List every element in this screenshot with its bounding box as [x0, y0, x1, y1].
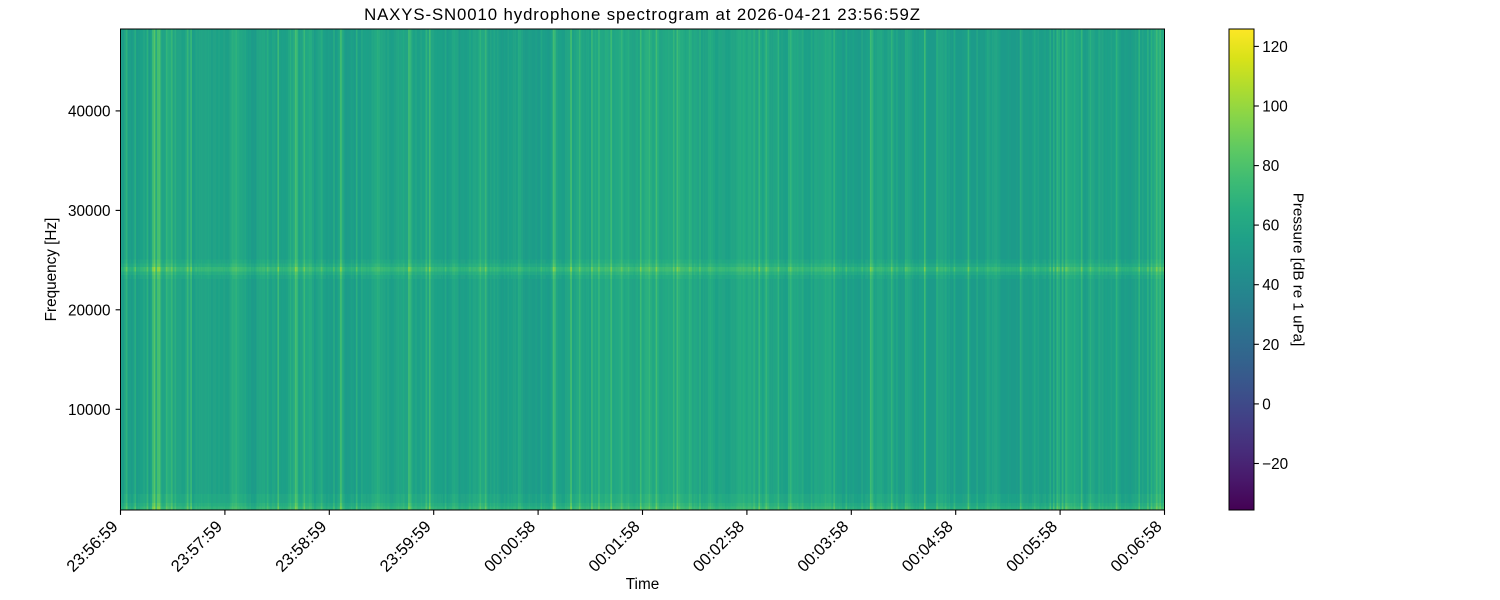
svg-text:Pressure [dB re 1 uPa]: Pressure [dB re 1 uPa] — [1290, 193, 1307, 347]
svg-text:20000: 20000 — [68, 302, 111, 319]
svg-text:Time: Time — [626, 576, 659, 593]
svg-text:NAXYS-SN0010 hydrophone spectr: NAXYS-SN0010 hydrophone spectrogram at 2… — [364, 5, 921, 24]
svg-text:80: 80 — [1262, 158, 1279, 175]
svg-text:Frequency [Hz]: Frequency [Hz] — [43, 218, 60, 322]
svg-text:10000: 10000 — [68, 402, 111, 419]
svg-text:20: 20 — [1262, 337, 1279, 354]
svg-text:60: 60 — [1262, 218, 1279, 235]
svg-text:−20: −20 — [1262, 456, 1288, 473]
svg-text:0: 0 — [1262, 396, 1271, 413]
svg-text:30000: 30000 — [68, 203, 111, 220]
svg-text:100: 100 — [1262, 99, 1288, 116]
svg-text:40000: 40000 — [68, 103, 111, 120]
svg-text:120: 120 — [1262, 39, 1288, 56]
svg-text:40: 40 — [1262, 277, 1279, 294]
